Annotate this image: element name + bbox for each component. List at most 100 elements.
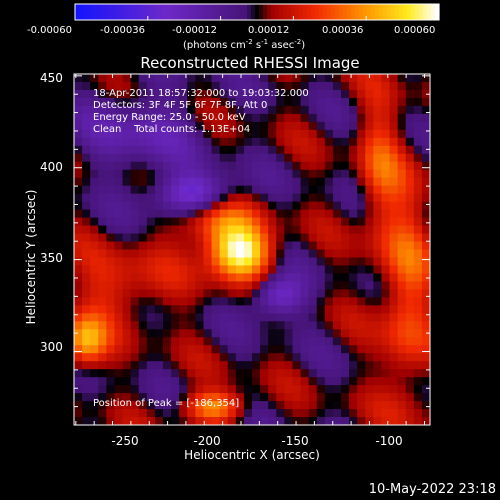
heatmap-cell bbox=[260, 401, 269, 410]
heatmap-cell bbox=[349, 217, 358, 227]
heatmap-cell bbox=[227, 281, 237, 290]
heatmap-cell bbox=[316, 161, 326, 171]
info-energy-range: Energy Range: 25.0 - 50.0 keV bbox=[93, 112, 246, 123]
colorbar-cell bbox=[123, 4, 128, 20]
heatmap-cell bbox=[90, 241, 99, 250]
heatmap-cell bbox=[82, 241, 91, 250]
heatmap-cell bbox=[260, 257, 269, 266]
heatmap-cell bbox=[235, 321, 245, 330]
heatmap-cell bbox=[203, 353, 213, 362]
heatmap-cell bbox=[405, 353, 415, 362]
heatmap-cell bbox=[179, 145, 188, 155]
colorbar-cell bbox=[187, 4, 192, 20]
heatmap-cell bbox=[389, 209, 399, 219]
heatmap-cell bbox=[114, 169, 124, 179]
heatmap-cell bbox=[397, 417, 407, 426]
heatmap-cell bbox=[74, 401, 83, 410]
heatmap-cell bbox=[90, 361, 99, 370]
heatmap-cell bbox=[82, 97, 91, 107]
heatmap-cell bbox=[268, 161, 277, 171]
heatmap-cell bbox=[276, 409, 285, 418]
heatmap-cell bbox=[219, 249, 229, 258]
heatmap-cell bbox=[413, 361, 423, 370]
heatmap-cell bbox=[308, 337, 318, 346]
heatmap-cell bbox=[292, 177, 302, 187]
heatmap-cell bbox=[300, 305, 310, 314]
heatmap-cell bbox=[179, 161, 188, 171]
heatmap-cell bbox=[373, 153, 382, 163]
heatmap-cell bbox=[357, 329, 366, 338]
heatmap-cell bbox=[130, 145, 140, 155]
heatmap-cell bbox=[268, 185, 277, 195]
heatmap-cell bbox=[187, 409, 196, 418]
heatmap-cell bbox=[365, 105, 374, 115]
heatmap-cell bbox=[74, 81, 83, 91]
heatmap-cell bbox=[365, 145, 374, 155]
heatmap-cell bbox=[381, 353, 391, 362]
heatmap-cell bbox=[114, 321, 124, 330]
heatmap-cell bbox=[349, 337, 358, 346]
heatmap-cell bbox=[413, 385, 423, 394]
heatmap-cell bbox=[332, 409, 342, 418]
heatmap-cell bbox=[211, 177, 221, 187]
heatmap-cell bbox=[82, 249, 91, 258]
heatmap-cell bbox=[98, 329, 107, 338]
heatmap-cell bbox=[316, 74, 326, 83]
heatmap-cell bbox=[365, 353, 374, 362]
heatmap-cell bbox=[90, 305, 99, 314]
heatmap-cell bbox=[90, 329, 99, 338]
heatmap-cell bbox=[227, 185, 237, 195]
colorbar-cell bbox=[127, 4, 132, 20]
heatmap-cell bbox=[284, 241, 293, 250]
heatmap-cell bbox=[341, 249, 350, 258]
heatmap-cell bbox=[357, 105, 366, 115]
heatmap-cell bbox=[106, 169, 115, 179]
heatmap-cell bbox=[349, 81, 358, 91]
heatmap-cell bbox=[106, 153, 115, 163]
heatmap-cell bbox=[365, 409, 374, 418]
heatmap-cell bbox=[130, 361, 140, 370]
heatmap-cell bbox=[292, 153, 302, 163]
heatmap-cell bbox=[114, 361, 124, 370]
heatmap-cell bbox=[163, 177, 172, 187]
heatmap-cell bbox=[373, 217, 382, 227]
heatmap-cell bbox=[219, 241, 229, 250]
heatmap-cell bbox=[171, 193, 180, 203]
heatmap-cell bbox=[252, 313, 261, 322]
heatmap-cell bbox=[332, 121, 342, 131]
heatmap-cell bbox=[308, 217, 318, 227]
heatmap-cell bbox=[389, 74, 399, 83]
heatmap-cell bbox=[324, 145, 334, 155]
heatmap-cell bbox=[138, 417, 148, 426]
heatmap-cell bbox=[324, 385, 334, 394]
heatmap-cell bbox=[154, 409, 164, 418]
heatmap-cell bbox=[324, 121, 334, 131]
heatmap-cell bbox=[365, 273, 374, 282]
heatmap-cell bbox=[260, 233, 269, 243]
heatmap-cell bbox=[300, 353, 310, 362]
heatmap-cell bbox=[373, 361, 382, 370]
heatmap-cell bbox=[308, 169, 318, 179]
heatmap-cell bbox=[252, 161, 261, 171]
heatmap-cell bbox=[308, 225, 318, 235]
heatmap-cell bbox=[276, 217, 285, 227]
heatmap-cell bbox=[179, 313, 188, 322]
colorbar-cell bbox=[135, 4, 140, 20]
heatmap-cell bbox=[316, 321, 326, 330]
heatmap-cell bbox=[381, 153, 391, 163]
heatmap-cell bbox=[332, 217, 342, 227]
heatmap-cell bbox=[349, 281, 358, 290]
heatmap-cell bbox=[260, 129, 269, 139]
heatmap-cell bbox=[187, 353, 196, 362]
heatmap-cell bbox=[243, 273, 253, 282]
heatmap-cell bbox=[203, 409, 213, 418]
timestamp: 10-May-2022 23:18 bbox=[368, 482, 496, 497]
heatmap-cell bbox=[268, 417, 277, 426]
heatmap-cell bbox=[203, 361, 213, 370]
colorbar-cell bbox=[307, 4, 312, 20]
heatmap-cell bbox=[203, 345, 213, 354]
heatmap-cell bbox=[284, 369, 293, 378]
colorbar-cell bbox=[271, 4, 276, 20]
heatmap-cell bbox=[114, 145, 124, 155]
heatmap-cell bbox=[211, 193, 221, 203]
